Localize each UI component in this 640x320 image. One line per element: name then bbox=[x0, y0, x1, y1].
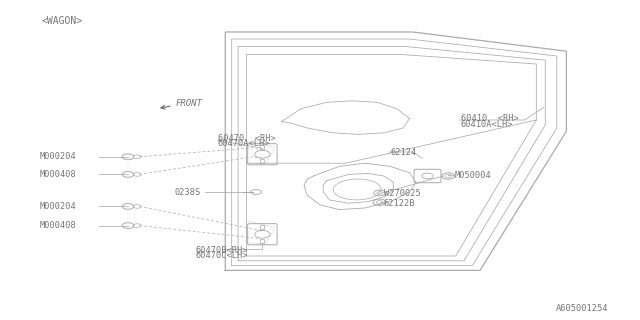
Text: 62124: 62124 bbox=[390, 148, 417, 157]
Text: 60470B<RH>: 60470B<RH> bbox=[195, 246, 248, 255]
Text: FRONT: FRONT bbox=[176, 100, 203, 108]
Text: 62122B: 62122B bbox=[384, 199, 415, 208]
Text: M000408: M000408 bbox=[40, 170, 76, 179]
Text: 60470C<LH>: 60470C<LH> bbox=[195, 252, 248, 260]
Text: M050004: M050004 bbox=[454, 172, 491, 180]
Text: 60410A<LH>: 60410A<LH> bbox=[461, 120, 513, 129]
Text: W270025: W270025 bbox=[384, 189, 420, 198]
Text: M000204: M000204 bbox=[40, 152, 76, 161]
Text: 60470  <RH>: 60470 <RH> bbox=[218, 134, 275, 143]
Text: M000408: M000408 bbox=[40, 221, 76, 230]
Text: A605001254: A605001254 bbox=[556, 304, 608, 313]
Text: 60410  <RH>: 60410 <RH> bbox=[461, 114, 518, 123]
Text: 0238S: 0238S bbox=[174, 188, 200, 197]
Text: 60470A<LH>: 60470A<LH> bbox=[218, 140, 270, 148]
Text: <WAGON>: <WAGON> bbox=[42, 16, 83, 26]
Text: M000204: M000204 bbox=[40, 202, 76, 211]
